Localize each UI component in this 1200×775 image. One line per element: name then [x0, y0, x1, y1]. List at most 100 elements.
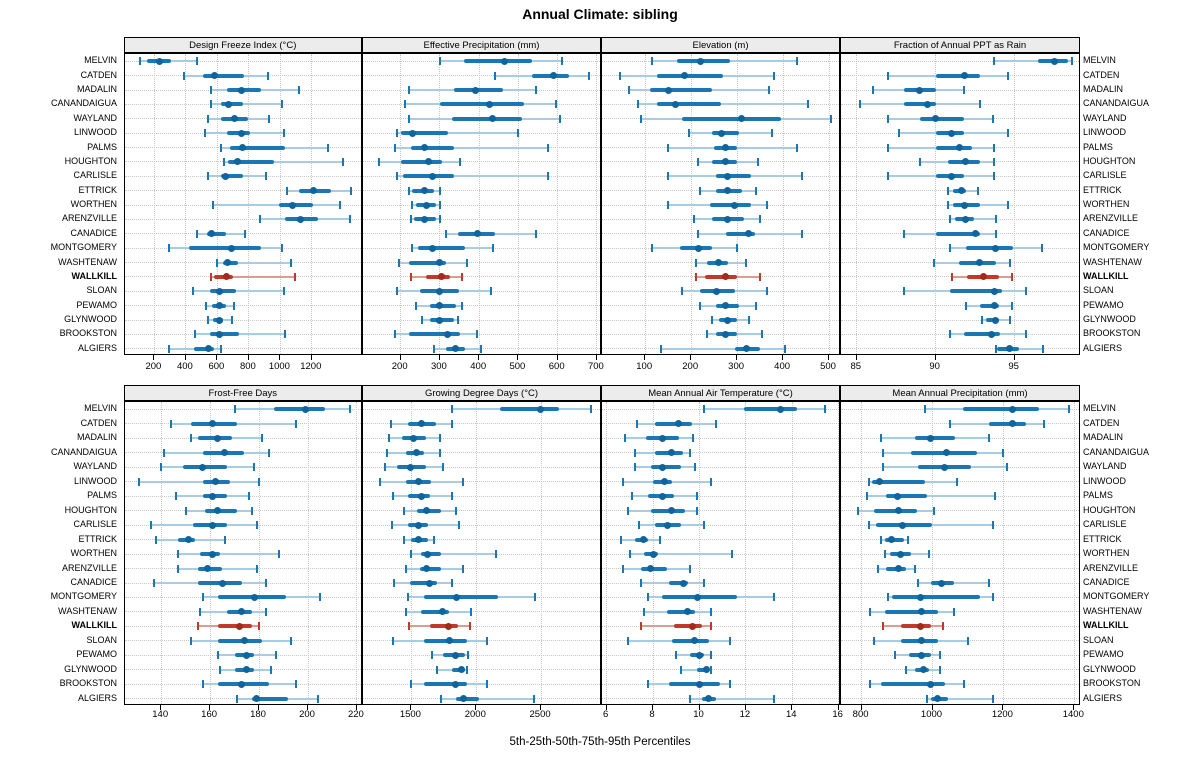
site-label-right: LINWOOD [1083, 127, 1127, 138]
whisker-5th-95th [661, 347, 786, 350]
axis-tick-label: 1200 [300, 361, 322, 372]
axis-tick [556, 355, 558, 360]
box-25th-75th [962, 407, 1039, 412]
whisker-cap-95th [438, 448, 441, 457]
gridline-horizontal [363, 305, 600, 307]
axis-tick [355, 705, 357, 710]
gridline-horizontal [602, 539, 839, 540]
median-dot [309, 187, 317, 195]
axis-tick-label: 95 [1008, 361, 1019, 372]
median-dot [918, 651, 926, 659]
median-dot [289, 201, 297, 209]
site-label-right: PEWAMO [1083, 649, 1124, 660]
median-dot [215, 302, 223, 310]
whisker-cap-5th [858, 100, 861, 109]
whisker-cap-5th [687, 129, 690, 138]
whisker-cap-95th [558, 114, 561, 123]
site-label-right: ETTRICK [1083, 533, 1122, 544]
whisker-cap-5th [697, 157, 700, 166]
median-dot [934, 695, 942, 703]
whisker-cap-95th [476, 330, 479, 339]
box-25th-75th [656, 102, 721, 107]
median-dot [679, 579, 687, 587]
whisker-cap-5th [194, 330, 197, 339]
whisker-cap-5th [626, 506, 629, 515]
whisker-cap-5th [706, 330, 709, 339]
site-label-left: WORTHEN [70, 199, 117, 209]
whisker-cap-95th [589, 405, 592, 414]
whisker-cap-5th [177, 550, 180, 558]
whisker-cap-95th [728, 636, 731, 645]
median-dot [422, 201, 430, 209]
whisker-cap-95th [1010, 301, 1013, 310]
whisker-cap-95th [480, 344, 483, 353]
median-dot [415, 478, 422, 486]
panel-plot-frost-free-days [123, 401, 362, 705]
box-25th-75th [408, 332, 460, 337]
site-label-right: SLOAN [1083, 634, 1114, 645]
median-dot [948, 172, 955, 180]
median-dot [250, 593, 258, 601]
gridline-vertical [185, 54, 187, 354]
gridline-horizontal [363, 437, 600, 439]
box-25th-75th [725, 231, 756, 236]
site-label-left: SLOAN [86, 285, 117, 296]
whisker-cap-95th [1043, 419, 1046, 428]
box-25th-75th [228, 159, 275, 164]
whisker-cap-5th [638, 521, 641, 529]
site-label-right: BROOKSTON [1083, 678, 1141, 689]
whisker-cap-95th [265, 579, 268, 587]
site-label-left: BROOKSTON [59, 678, 117, 689]
gridline-horizontal [841, 553, 1079, 555]
box-25th-75th [649, 88, 712, 92]
whisker-cap-95th [486, 636, 489, 645]
median-dot [422, 565, 430, 572]
median-dot [409, 434, 417, 442]
median-dot [236, 622, 243, 630]
whisker-cap-5th [867, 477, 870, 486]
whisker-cap-5th [189, 636, 192, 645]
whisker-cap-5th [216, 651, 219, 660]
box-25th-75th [499, 407, 560, 412]
panel-title: Elevation (m) [692, 39, 749, 51]
whisker-cap-5th [628, 550, 631, 558]
site-label-left: ALGIERS [77, 342, 117, 353]
site-label-left: CANADICE [70, 227, 117, 238]
box-25th-75th [881, 682, 945, 687]
site-label-right: WALLKILL [1083, 620, 1129, 631]
whisker-cap-95th [993, 492, 996, 501]
whisker-cap-95th [1070, 57, 1073, 66]
site-label-left: PEWAMO [76, 299, 117, 310]
axis-tick [736, 355, 738, 360]
axis-tick-label: 1000 [268, 361, 290, 372]
median-dot [916, 593, 924, 601]
gridline-horizontal [841, 510, 1079, 512]
whisker-cap-95th [1005, 463, 1008, 472]
whisker-cap-5th [162, 448, 165, 457]
whisker-cap-5th [204, 301, 207, 310]
whisker-cap-95th [978, 100, 981, 109]
whisker-cap-5th [430, 651, 433, 660]
whisker-cap-5th [138, 477, 141, 486]
whisker-cap-5th [873, 636, 875, 645]
median-dot [215, 316, 223, 324]
whisker-cap-95th [754, 186, 757, 195]
panel-strip-mean-annual-air-temperature-c: Mean Annual Air Temperature (°C) [601, 385, 840, 401]
whisker-cap-95th [913, 564, 916, 573]
whisker-cap-5th [393, 143, 396, 152]
whisker-cap-5th [409, 215, 412, 224]
gridline-horizontal [363, 582, 600, 584]
axis-tick-label: 400 [176, 361, 193, 372]
whisker-cap-5th [201, 593, 204, 602]
whisker-cap-95th [795, 57, 798, 66]
site-label-right: MELVIN [1083, 403, 1116, 414]
median-dot [979, 273, 987, 281]
whisker-cap-95th [772, 71, 775, 80]
whisker-cap-95th [963, 680, 966, 689]
gridline-vertical [356, 402, 358, 704]
gridline-horizontal [841, 669, 1079, 671]
gridline-vertical [644, 54, 646, 354]
whisker-cap-95th [1040, 244, 1043, 253]
panel-strip-growing-degree-days-c: Growing Degree Days (°C) [362, 385, 601, 401]
whisker-cap-95th [927, 550, 930, 558]
